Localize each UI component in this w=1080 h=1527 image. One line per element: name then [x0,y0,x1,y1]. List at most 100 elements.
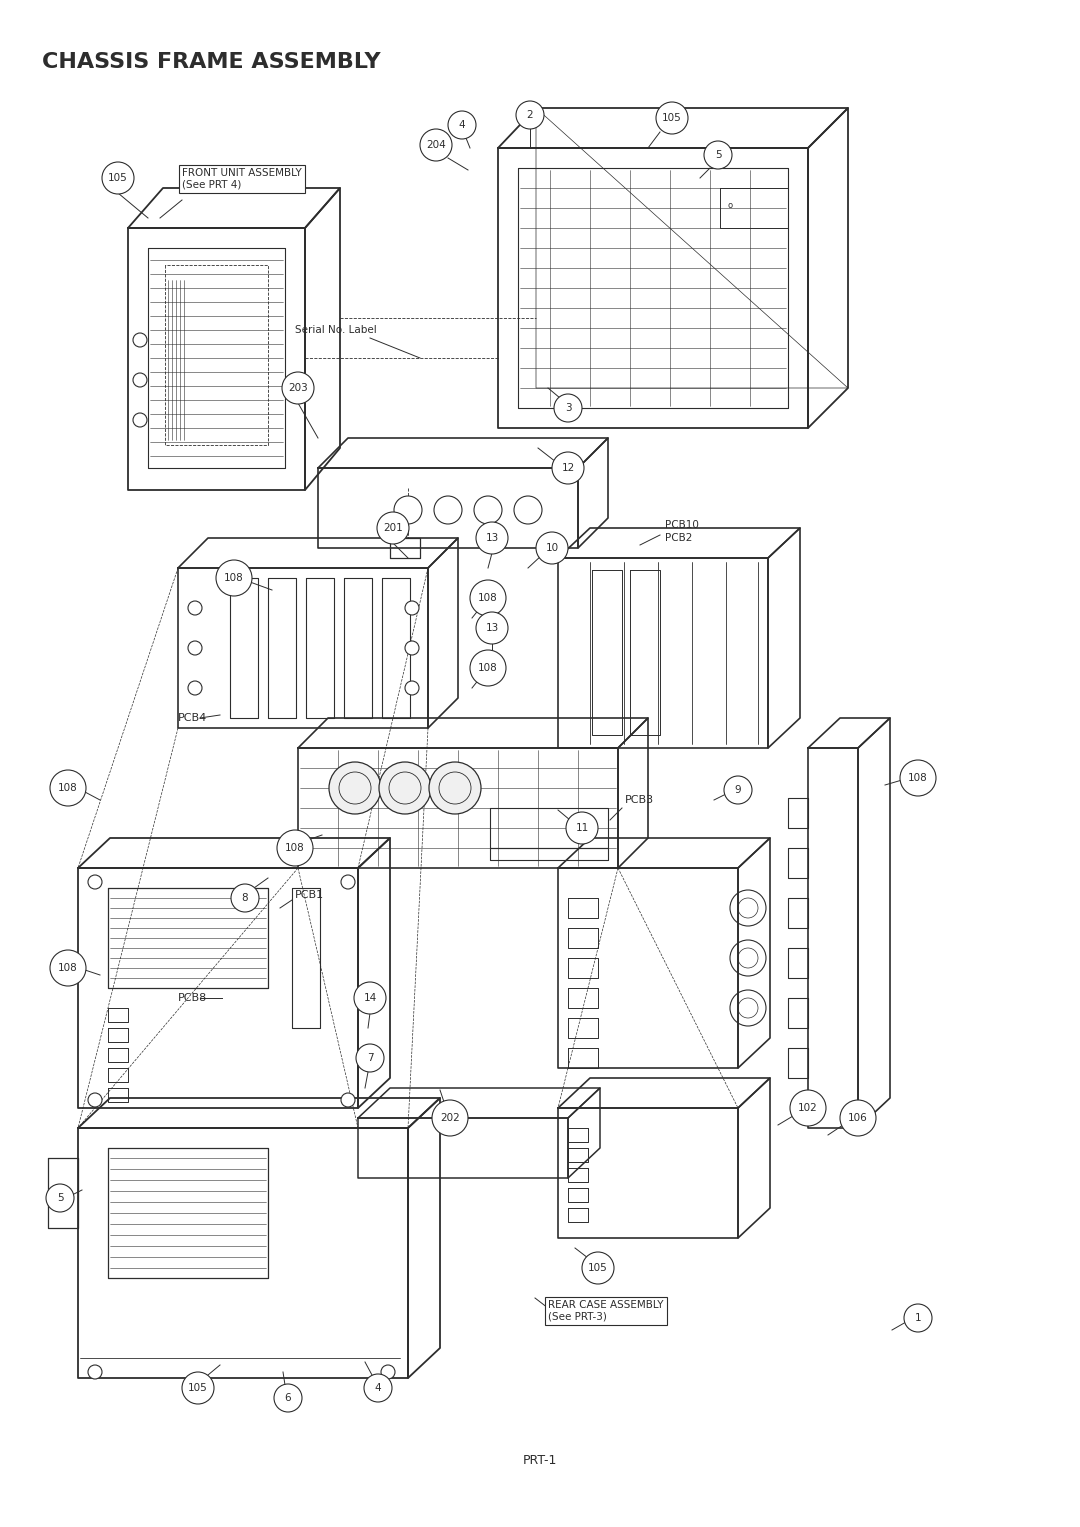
Circle shape [476,612,508,644]
Circle shape [379,762,431,814]
Circle shape [274,1383,302,1412]
Circle shape [356,1044,384,1072]
Circle shape [133,412,147,428]
Text: FRONT UNIT ASSEMBLY
(See PRT 4): FRONT UNIT ASSEMBLY (See PRT 4) [183,168,301,189]
Text: 108: 108 [285,843,305,854]
Circle shape [420,128,453,160]
Text: 2: 2 [527,110,534,121]
Text: 8: 8 [242,893,248,902]
Text: PCB8: PCB8 [178,993,207,1003]
Circle shape [405,681,419,695]
Circle shape [354,982,386,1014]
Circle shape [405,602,419,615]
Text: 12: 12 [562,463,575,473]
Text: 10: 10 [545,544,558,553]
Circle shape [514,496,542,524]
Circle shape [554,394,582,421]
Circle shape [434,496,462,524]
Circle shape [432,1099,468,1136]
Text: REAR CASE ASSEMBLY
(See PRT-3): REAR CASE ASSEMBLY (See PRT-3) [548,1299,663,1321]
Circle shape [188,602,202,615]
Text: 105: 105 [188,1383,207,1393]
Circle shape [183,1371,214,1403]
Circle shape [381,1365,395,1379]
Text: 108: 108 [225,573,244,583]
Circle shape [133,333,147,347]
Text: 1: 1 [915,1313,921,1322]
Text: PCB3: PCB3 [625,796,654,805]
Circle shape [50,770,86,806]
Circle shape [188,641,202,655]
Circle shape [566,812,598,844]
Circle shape [900,760,936,796]
Circle shape [377,512,409,544]
Text: 108: 108 [58,783,78,793]
Text: 108: 108 [58,964,78,973]
Text: 13: 13 [485,533,499,544]
Circle shape [582,1252,615,1284]
Circle shape [724,776,752,805]
Circle shape [87,875,102,889]
Circle shape [102,162,134,194]
Circle shape [329,762,381,814]
Text: PCB10: PCB10 [665,521,699,530]
Circle shape [46,1183,75,1212]
Text: 204: 204 [427,140,446,150]
Circle shape [405,641,419,655]
Circle shape [341,875,355,889]
Text: 106: 106 [848,1113,868,1122]
Circle shape [341,1093,355,1107]
Text: PRT-1: PRT-1 [523,1454,557,1466]
Text: 201: 201 [383,524,403,533]
Text: 5: 5 [56,1193,64,1203]
Circle shape [516,101,544,128]
Circle shape [470,580,507,615]
Text: 108: 108 [908,773,928,783]
Text: PCB2: PCB2 [665,533,692,544]
Circle shape [394,496,422,524]
Circle shape [536,531,568,563]
Text: 14: 14 [363,993,377,1003]
Circle shape [231,884,259,912]
Text: 203: 203 [288,383,308,392]
Circle shape [188,681,202,695]
Circle shape [276,831,313,866]
Circle shape [476,522,508,554]
Text: o: o [728,200,733,209]
Text: 102: 102 [798,1102,818,1113]
Circle shape [840,1099,876,1136]
Text: 9: 9 [734,785,741,796]
Circle shape [470,651,507,686]
Text: 202: 202 [441,1113,460,1122]
Circle shape [87,1365,102,1379]
Circle shape [904,1304,932,1332]
Circle shape [448,111,476,139]
Circle shape [87,1093,102,1107]
Text: CHASSIS FRAME ASSEMBLY: CHASSIS FRAME ASSEMBLY [42,52,380,72]
Text: 105: 105 [662,113,681,124]
Circle shape [133,373,147,386]
Text: 5: 5 [715,150,721,160]
Text: 4: 4 [375,1383,381,1393]
Circle shape [216,560,252,596]
Text: 105: 105 [108,173,127,183]
Circle shape [552,452,584,484]
Text: 108: 108 [478,592,498,603]
Text: PCB1: PCB1 [295,890,324,899]
Text: 108: 108 [478,663,498,673]
Circle shape [282,373,314,405]
Text: 105: 105 [589,1263,608,1274]
Circle shape [656,102,688,134]
Circle shape [474,496,502,524]
Text: Serial No. Label: Serial No. Label [295,325,377,334]
Text: PCB4: PCB4 [178,713,207,722]
Text: 3: 3 [565,403,571,412]
Text: 4: 4 [459,121,465,130]
Circle shape [789,1090,826,1125]
Text: 7: 7 [367,1054,374,1063]
Text: 13: 13 [485,623,499,634]
Circle shape [364,1374,392,1402]
Circle shape [429,762,481,814]
Text: 6: 6 [285,1393,292,1403]
Circle shape [704,140,732,169]
